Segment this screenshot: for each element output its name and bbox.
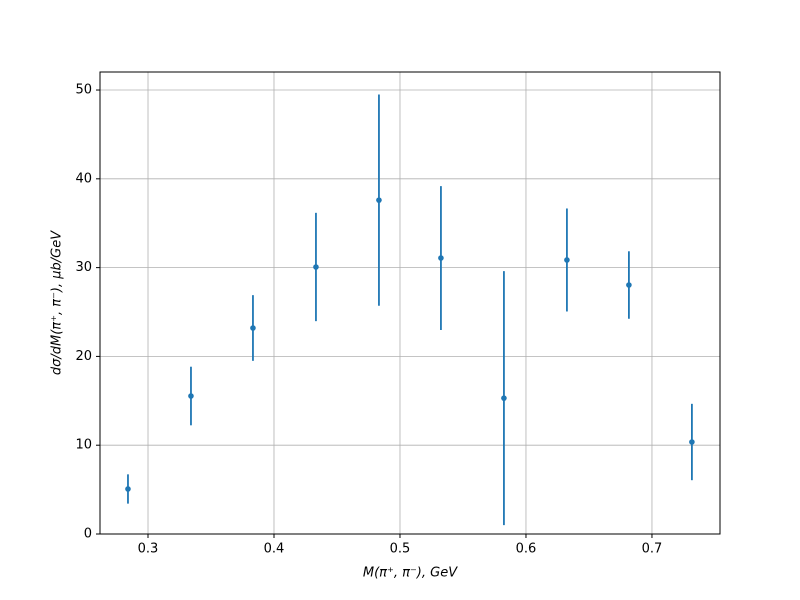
x-axis-label: M(π⁺, π⁻), GeV [363, 566, 458, 581]
data-point [626, 282, 632, 288]
data-point [376, 197, 382, 203]
data-point [250, 325, 256, 331]
y-tick-label: 20 [75, 349, 92, 364]
y-tick-label: 0 [84, 527, 92, 542]
data-point [188, 393, 194, 399]
y-tick-label: 10 [75, 438, 92, 453]
x-tick-label: 0.3 [138, 542, 159, 557]
data-point [438, 255, 444, 261]
y-tick-label: 30 [75, 260, 92, 275]
x-tick-label: 0.4 [264, 542, 285, 557]
data-point [125, 486, 131, 492]
data-point [313, 264, 319, 270]
x-tick-label: 0.5 [390, 542, 411, 557]
y-tick-label: 40 [75, 171, 92, 186]
data-point [564, 257, 570, 263]
x-tick-label: 0.7 [642, 542, 663, 557]
data-point [501, 395, 507, 401]
y-axis-label: dσ/dM(π⁺, π⁻), μb/GeV [50, 230, 65, 375]
data-point [689, 439, 695, 445]
x-tick-label: 0.6 [516, 542, 537, 557]
y-tick-label: 50 [75, 83, 92, 98]
plot-frame [99, 71, 721, 535]
